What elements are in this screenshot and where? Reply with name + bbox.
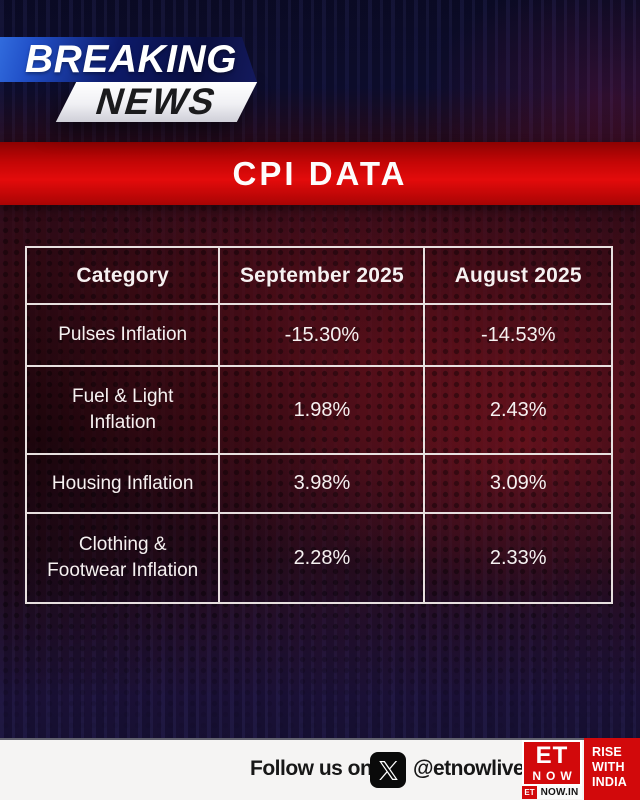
breaking-banner: BREAKING [0,37,257,82]
category-cell: Clothing & Footwear Inflation [24,512,221,604]
table-row-pulses: Pulses Inflation -15.30% -14.53% [24,303,613,367]
etnow-logo: ET NOW [522,740,582,786]
august-value-cell: 3.09% [423,453,613,514]
news-banner: NEWS [55,81,258,122]
august-value-cell: 2.43% [423,365,613,455]
tagline-line-3: INDIA [592,774,628,789]
category-cell: Pulses Inflation [24,303,221,367]
september-value-cell: 3.98% [218,453,426,514]
august-value-cell: 2.33% [423,512,613,604]
col-header-august-2025: August 2025 [423,246,613,305]
september-value-cell: 2.28% [218,512,426,604]
table-row-fuel-light: Fuel & Light Inflation 1.98% 2.43% [24,365,613,455]
x-logo-badge [370,752,406,788]
tagline-line-2: WITH [592,759,625,774]
tagline-line-1: RISE [592,745,622,759]
table-row-clothing-footwear: Clothing & Footwear Inflation 2.28% 2.33… [24,512,613,604]
september-value-cell: 1.98% [218,365,426,455]
follow-us-label: Follow us on [250,757,373,780]
rise-with-india-tagline: RISE WITH INDIA [584,738,640,800]
x-twitter-icon [378,760,398,780]
september-value-cell: -15.30% [218,303,426,367]
table-header-row: Category September 2025 August 2025 [24,246,613,305]
august-value-cell: -14.53% [423,303,613,367]
cpi-data-table: Category September 2025 August 2025 Puls… [24,246,613,604]
col-header-september-2025: September 2025 [218,246,426,305]
etnow-domain-strip: ET NOW.IN [522,786,582,799]
category-cell: Housing Inflation [24,453,221,514]
col-header-category: Category [24,246,221,305]
category-cell: Fuel & Light Inflation [24,365,221,455]
etnow-domain-nowin: NOW.IN [537,786,582,799]
title-band: CPI DATA [0,142,640,205]
breaking-label: BREAKING [25,38,238,81]
etnow-logo-et: ET [535,742,569,769]
page-title: CPI DATA [232,155,408,192]
news-label: NEWS [91,81,223,122]
etnow-logo-now: NOW [532,769,577,783]
social-handle: @etnowlive [413,757,525,780]
etnow-domain-et: ET [522,786,537,799]
table-row-housing: Housing Inflation 3.98% 3.09% [24,453,613,514]
